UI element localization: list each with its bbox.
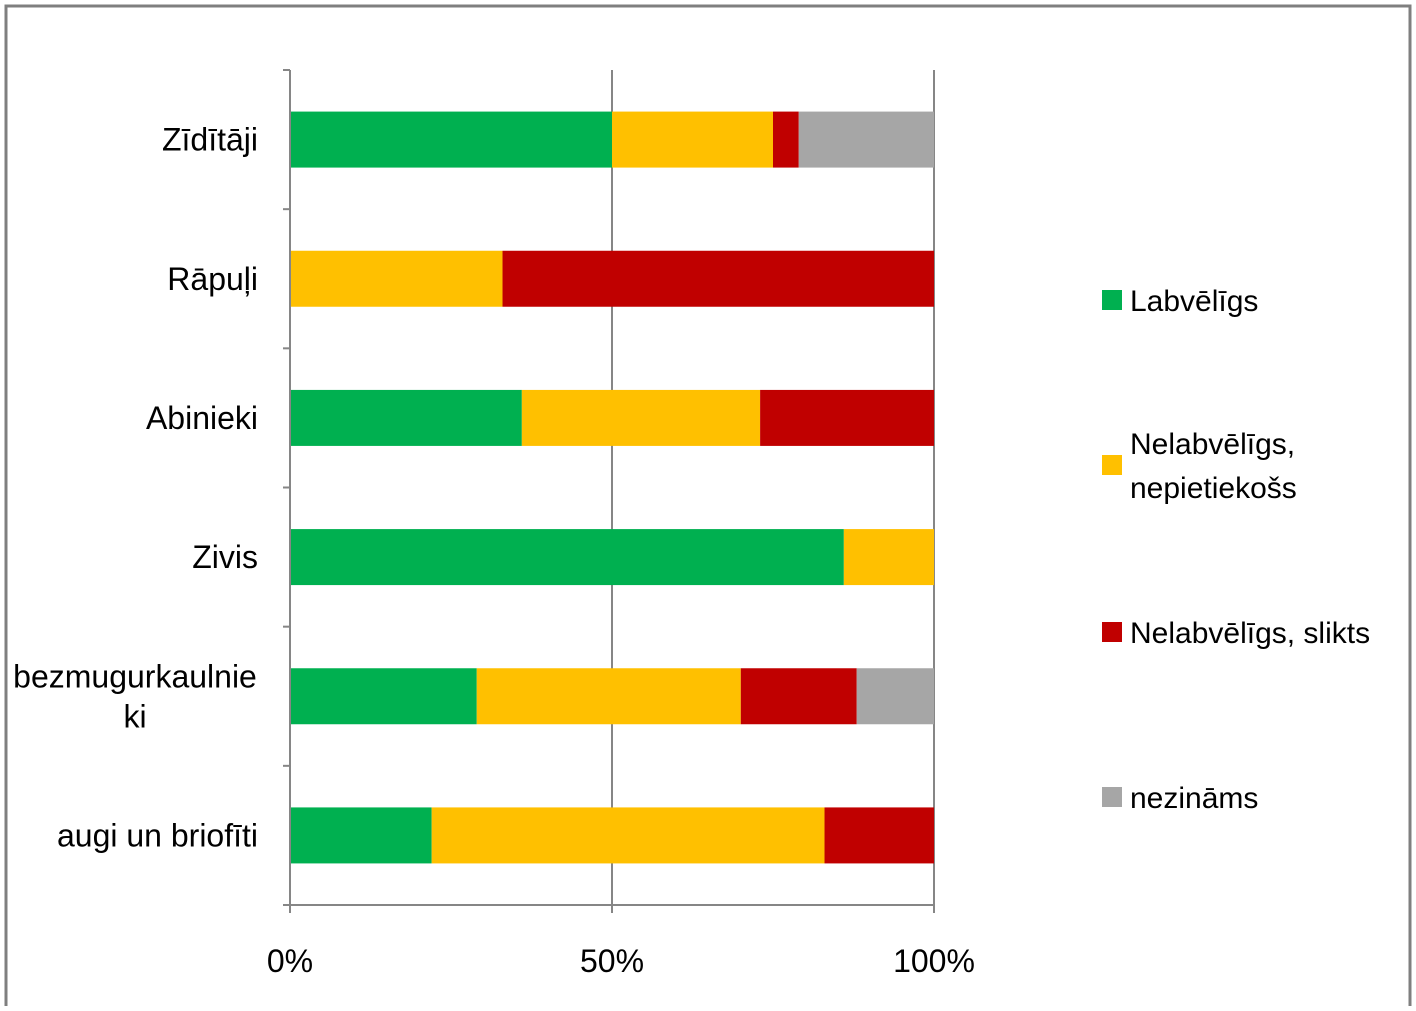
- bar-segment: [760, 389, 934, 446]
- legend-label: nepietiekošs: [1130, 472, 1297, 505]
- bar-segment: [740, 668, 857, 725]
- legend-label: Labvēlīgs: [1130, 285, 1258, 318]
- bar-segment: [773, 111, 799, 168]
- x-tick-label: 0%: [267, 943, 313, 979]
- legend-label: nezināms: [1130, 782, 1258, 815]
- category-label: augi un briofīti: [57, 817, 258, 853]
- category-label: ki: [123, 698, 146, 734]
- bar-segment: [290, 668, 477, 725]
- bar-segment: [612, 111, 773, 168]
- bar-segment: [502, 250, 934, 307]
- bar-segments: [290, 111, 934, 864]
- bar-segment: [856, 668, 934, 725]
- category-label: Zīdītāji: [162, 122, 258, 158]
- legend-swatch: [1102, 290, 1122, 310]
- bar-segment: [521, 389, 761, 446]
- legend: Labvēlīgs Nelabvēlīgs, nepietiekošs Nelabvē…: [1102, 285, 1370, 815]
- legend-swatch: [1102, 455, 1122, 475]
- bar-segment: [431, 807, 825, 864]
- legend-swatch: [1102, 622, 1122, 642]
- gridlines: [611, 70, 935, 905]
- category-label: Abinieki: [146, 400, 258, 436]
- axes: [283, 69, 935, 913]
- bar-segment: [290, 250, 503, 307]
- bar-segment: [843, 529, 934, 586]
- legend-label: Nelabvēlīgs, slikts: [1130, 617, 1370, 650]
- category-label: Rāpuļi: [167, 261, 258, 297]
- bar-segment: [824, 807, 934, 864]
- x-tick-label: 50%: [580, 943, 644, 979]
- category-labels: Zīdītāji Rāpuļi Abinieki Zivis bezmugurkauln…: [13, 122, 258, 854]
- x-tick-label: 100%: [893, 943, 975, 979]
- category-label: bezmugurkaulnie: [13, 658, 257, 694]
- category-label: Zivis: [192, 539, 258, 575]
- legend-label: Nelabvēlīgs,: [1130, 428, 1295, 461]
- bar-segment: [290, 111, 612, 168]
- bar-segment: [290, 807, 432, 864]
- bar-segment: [798, 111, 934, 168]
- legend-swatch: [1102, 787, 1122, 807]
- bar-segment: [290, 529, 844, 586]
- bar-segment: [290, 389, 522, 446]
- tick-labels: 0% 50% 100%: [267, 943, 975, 979]
- bar-segment: [476, 668, 741, 725]
